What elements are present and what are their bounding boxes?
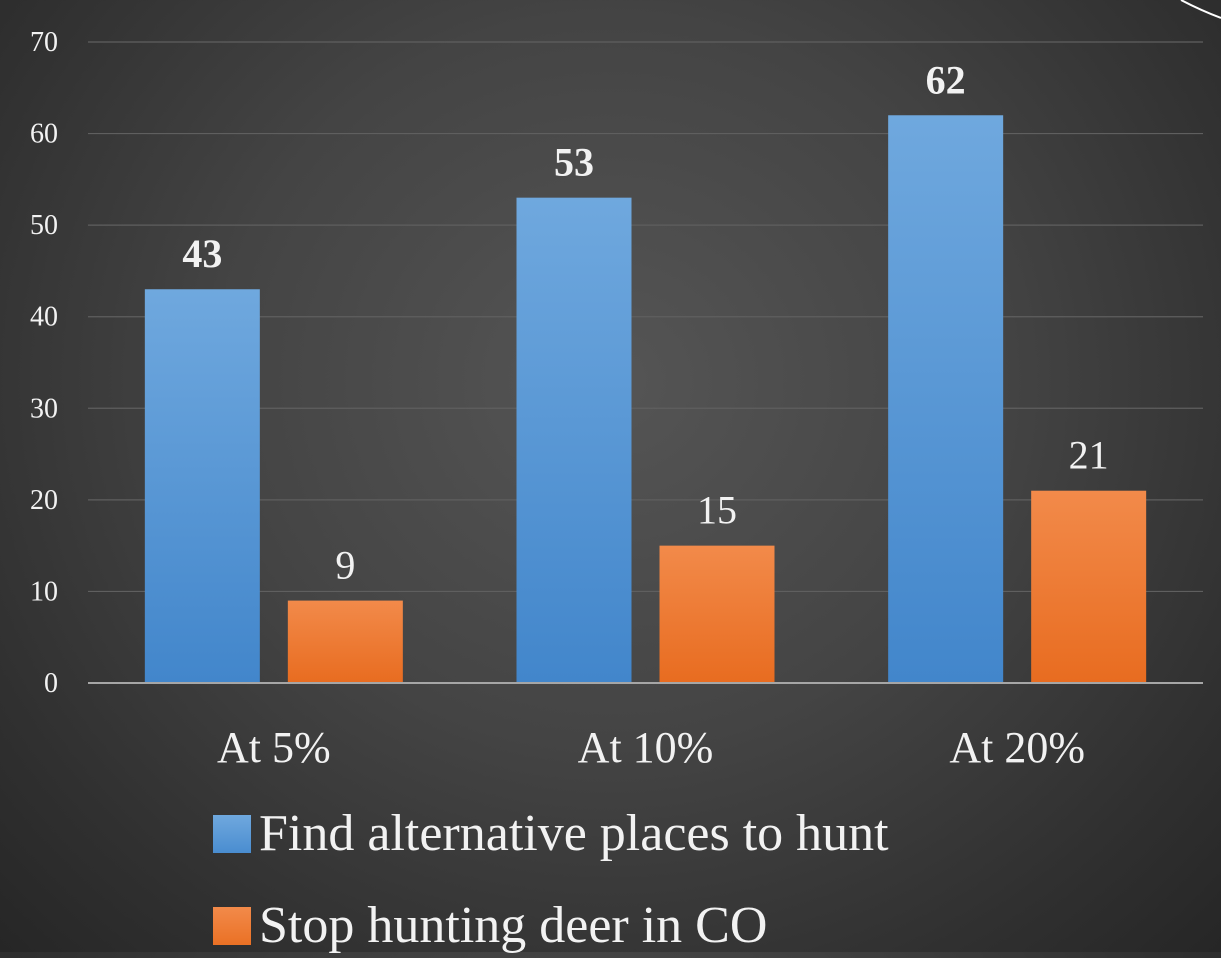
legend-label-series-2: Stop hunting deer in CO (259, 897, 768, 954)
corner-decoration (1180, 0, 1221, 19)
y-tick-label: 60 (30, 119, 58, 150)
bar-series-2-at5 (287, 600, 403, 683)
data-label: 21 (1069, 433, 1109, 478)
y-tick-label: 70 (30, 27, 58, 58)
legend-item-series-1: Find alternative places to hunt (213, 802, 889, 866)
y-tick-label: 10 (30, 576, 58, 607)
bars (144, 115, 1147, 683)
legend: Find alternative places to hunt Stop hun… (213, 802, 889, 958)
bar-series-1-at10 (516, 197, 632, 683)
y-tick-label: 30 (30, 393, 58, 424)
bar-series-2-at10 (659, 545, 775, 683)
bar-series-1-at5 (144, 289, 260, 683)
y-tick-label: 0 (44, 668, 58, 699)
y-tick-label: 40 (30, 302, 58, 333)
gridlines (88, 41, 1203, 593)
data-label: 43 (182, 231, 222, 276)
x-tick-label: At 20% (949, 723, 1085, 772)
x-tick-label: At 10% (578, 723, 714, 772)
x-axis-tick-labels: At 5% At 10% At 20% (217, 723, 1085, 772)
data-label: 53 (554, 140, 594, 185)
y-axis-tick-labels: 0 10 20 30 40 50 60 70 (30, 27, 58, 699)
legend-swatch-orange (213, 907, 251, 945)
x-tick-label: At 5% (217, 723, 331, 772)
data-label: 15 (697, 488, 737, 533)
bar-series-2-at20 (1031, 490, 1147, 683)
bar-series-1-at20 (888, 115, 1004, 683)
y-tick-label: 20 (30, 485, 58, 516)
y-tick-label: 50 (30, 210, 58, 241)
data-labels: 43 9 53 15 62 21 (182, 57, 1108, 587)
legend-item-series-2: Stop hunting deer in CO (213, 894, 889, 958)
legend-swatch-blue (213, 815, 251, 853)
legend-label-series-1: Find alternative places to hunt (259, 805, 889, 862)
data-label: 62 (926, 57, 966, 102)
data-label: 9 (335, 543, 355, 588)
